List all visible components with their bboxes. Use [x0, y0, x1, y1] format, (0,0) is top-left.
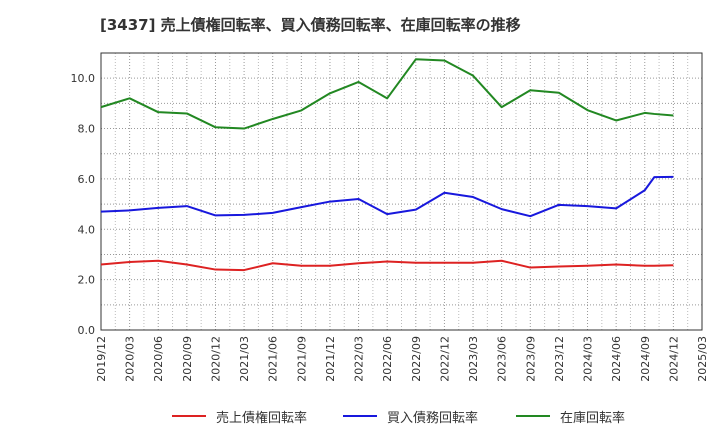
y-tick-label: 4.0	[78, 223, 96, 236]
chart-title: [3437] 売上債権回転率、買入債務回転率、在庫回転率の推移	[100, 16, 521, 34]
x-tick-label: 2019/12	[95, 336, 108, 382]
x-tick-label: 2023/09	[524, 336, 537, 382]
legend-item-payables-turnover: 買入債務回転率	[343, 404, 478, 428]
x-tick-label: 2024/06	[610, 336, 623, 382]
y-tick-label: 10.0	[71, 72, 96, 85]
x-tick-label: 2024/12	[667, 336, 680, 382]
chart-legend: 売上債権回転率 買入債務回転率 在庫回転率	[0, 404, 720, 428]
y-tick-label: 2.0	[78, 274, 96, 287]
legend-swatch-payables	[343, 415, 377, 417]
legend-label-payables: 買入債務回転率	[387, 410, 479, 426]
x-tick-label: 2020/09	[181, 336, 194, 382]
x-tick-label: 2020/03	[124, 336, 137, 382]
x-tick-label: 2023/12	[553, 336, 566, 382]
x-tick-label: 2022/09	[410, 336, 423, 382]
legend-label-inventory: 在庫回転率	[560, 410, 626, 426]
series-line-2	[100, 58, 674, 130]
x-tick-label: 2022/03	[353, 336, 366, 382]
legend-swatch-receivables	[172, 415, 206, 417]
x-tick-label: 2024/03	[582, 336, 595, 382]
x-tick-label: 2023/06	[496, 336, 509, 382]
plot-frame	[100, 52, 703, 331]
legend-label-receivables: 売上債権回転率	[216, 410, 308, 426]
y-tick-label: 6.0	[78, 173, 96, 186]
x-tick-label: 2020/12	[209, 336, 222, 382]
series-line-0	[100, 259, 674, 272]
y-tick-label: 0.0	[78, 324, 96, 337]
x-tick-label: 2024/09	[639, 336, 652, 382]
x-tick-label: 2021/12	[324, 336, 337, 382]
x-tick-label: 2021/06	[267, 336, 280, 382]
x-tick-label: 2025/03	[696, 336, 709, 382]
x-tick-label: 2021/09	[295, 336, 308, 382]
x-tick-label: 2022/06	[381, 336, 394, 382]
x-tick-label: 2022/12	[438, 336, 451, 382]
legend-item-receivables-turnover: 売上債権回転率	[172, 404, 307, 428]
legend-swatch-inventory	[516, 415, 550, 417]
x-tick-label: 2021/03	[238, 336, 251, 382]
series-line-1	[100, 175, 674, 218]
y-tick-label: 8.0	[78, 123, 96, 136]
legend-item-inventory-turnover: 在庫回転率	[516, 404, 625, 428]
x-tick-label: 2023/03	[467, 336, 480, 382]
x-tick-label: 2020/06	[152, 336, 165, 382]
